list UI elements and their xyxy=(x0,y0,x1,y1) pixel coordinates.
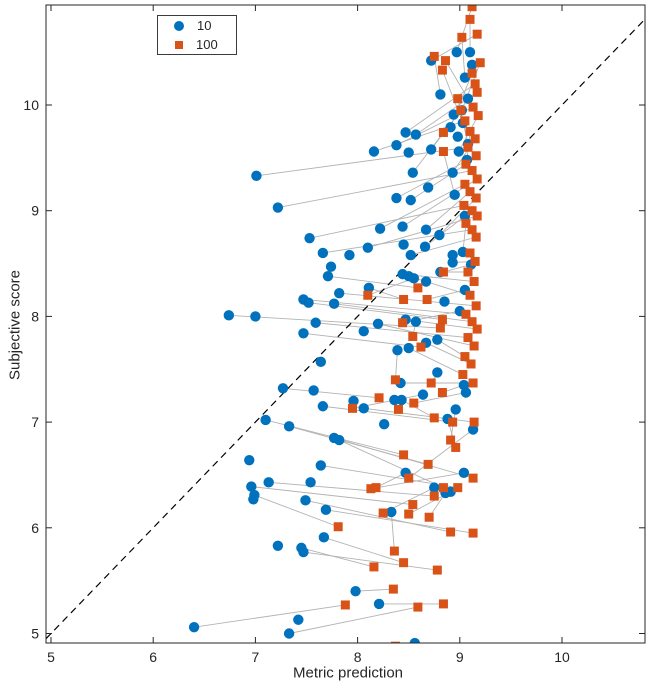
axes-box xyxy=(45,4,646,644)
x-axis-label: Metric prediction xyxy=(292,664,404,682)
legend-item-10: 10 xyxy=(158,17,236,35)
x-tick-label: 10 xyxy=(554,649,570,665)
y-tick-label: 5 xyxy=(31,626,39,642)
y-tick-label: 7 xyxy=(31,414,39,430)
tick-labels: 5 6 7 8 9 10 5 6 7 8 9 10 xyxy=(23,97,570,665)
x-tick-label: 8 xyxy=(354,649,362,665)
legend: 10 100 xyxy=(157,15,237,55)
y-axis-label: Subjective score xyxy=(6,269,24,381)
axis-ticks xyxy=(46,5,645,643)
y-tick-label: 9 xyxy=(31,203,39,219)
y-tick-label: 6 xyxy=(31,520,39,536)
series-10-markers xyxy=(188,46,479,643)
x-tick-label: 7 xyxy=(252,649,260,665)
legend-square-marker-icon xyxy=(175,40,183,49)
legend-item-label: 10 xyxy=(197,18,212,33)
series-100-markers xyxy=(333,5,485,643)
y-tick-label: 10 xyxy=(23,97,39,113)
identity-line xyxy=(46,18,645,640)
legend-item-100: 100 xyxy=(158,36,236,54)
x-tick-label: 9 xyxy=(456,649,464,665)
y-tick-label: 8 xyxy=(31,308,39,324)
x-tick-label: 6 xyxy=(149,649,157,665)
legend-item-label: 100 xyxy=(196,37,218,52)
x-tick-label: 5 xyxy=(47,649,55,665)
legend-circle-marker-icon xyxy=(174,20,184,31)
